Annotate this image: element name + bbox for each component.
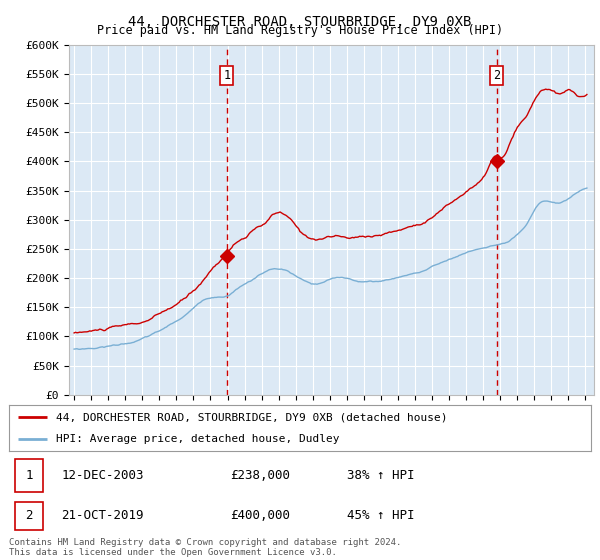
Text: 12-DEC-2003: 12-DEC-2003 (61, 469, 144, 482)
Text: HPI: Average price, detached house, Dudley: HPI: Average price, detached house, Dudl… (56, 435, 339, 444)
Text: Price paid vs. HM Land Registry's House Price Index (HPI): Price paid vs. HM Land Registry's House … (97, 24, 503, 37)
Text: 1: 1 (25, 469, 32, 482)
Text: This data is licensed under the Open Government Licence v3.0.: This data is licensed under the Open Gov… (9, 548, 337, 557)
Text: £400,000: £400,000 (230, 509, 290, 522)
Text: 2: 2 (25, 509, 32, 522)
Text: 44, DORCHESTER ROAD, STOURBRIDGE, DY9 0XB (detached house): 44, DORCHESTER ROAD, STOURBRIDGE, DY9 0X… (56, 412, 447, 422)
Text: £238,000: £238,000 (230, 469, 290, 482)
FancyBboxPatch shape (15, 459, 43, 492)
FancyBboxPatch shape (15, 502, 43, 530)
Text: 38% ↑ HPI: 38% ↑ HPI (347, 469, 414, 482)
Text: 45% ↑ HPI: 45% ↑ HPI (347, 509, 414, 522)
Text: 44, DORCHESTER ROAD, STOURBRIDGE, DY9 0XB: 44, DORCHESTER ROAD, STOURBRIDGE, DY9 0X… (128, 15, 472, 29)
Text: 2: 2 (493, 69, 500, 82)
Text: 21-OCT-2019: 21-OCT-2019 (61, 509, 144, 522)
Text: Contains HM Land Registry data © Crown copyright and database right 2024.: Contains HM Land Registry data © Crown c… (9, 538, 401, 547)
Text: 1: 1 (223, 69, 230, 82)
